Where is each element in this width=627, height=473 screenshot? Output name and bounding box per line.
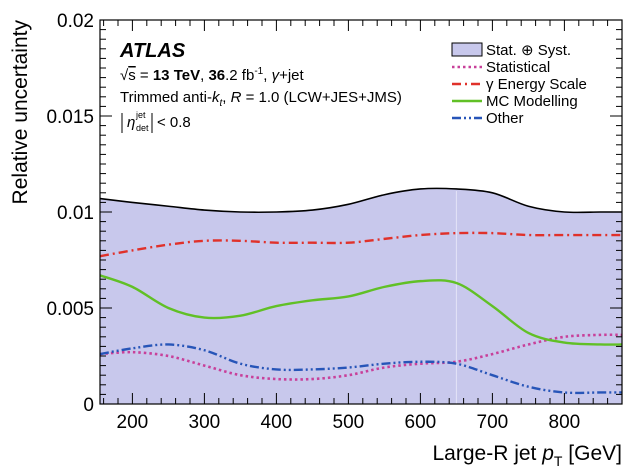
energy-label: √s = 13 TeV, 36.2 fb-1, γ+jet <box>120 66 304 84</box>
series-energy-scale-line <box>100 231 622 258</box>
x-axis-title: Large-R jet pT [GeV] <box>433 442 623 469</box>
atlas-label: ATLAS <box>119 40 186 62</box>
legend-label-mc-modelling: MC Modelling <box>486 93 578 110</box>
annotation-block: ATLAS √s = 13 TeV, 36.2 fb-1, γ+jet Trim… <box>119 40 402 133</box>
y-tick-label: 0 <box>83 395 94 416</box>
x-axis-title-text: Large-R jet pT [GeV] <box>433 442 623 469</box>
legend-swatch-stat-syst <box>451 42 483 57</box>
x-tick-label: 500 <box>333 412 365 433</box>
svg-text:< 0.8: < 0.8 <box>157 114 191 131</box>
eta-cut-label: η jet det < 0.8 <box>121 110 191 133</box>
series-other-line <box>100 343 622 395</box>
svg-text:jet: jet <box>135 110 146 120</box>
legend-label-other: Other <box>486 110 524 127</box>
band-layer <box>100 187 622 404</box>
x-tick-label: 300 <box>189 412 221 433</box>
y-tick-label: 0.02 <box>57 11 94 32</box>
series-stat-syst-fill <box>100 188 622 404</box>
series-layer <box>100 231 622 395</box>
y-axis-title: Relative uncertainty <box>9 20 32 205</box>
y-tick-label: 0.015 <box>46 107 94 128</box>
y-tick-label: 0.005 <box>46 299 94 320</box>
legend-label-statistical: Statistical <box>486 59 550 76</box>
x-tick-label: 200 <box>117 412 149 433</box>
svg-text:det: det <box>136 123 149 133</box>
svg-text:η: η <box>127 114 135 131</box>
algorithm-label: Trimmed anti-kt, R = 1.0 (LCW+JES+JMS) <box>120 89 402 109</box>
y-tick-label: 0.01 <box>57 203 94 224</box>
x-tick-label: 800 <box>549 412 581 433</box>
series-stat-syst-edge <box>100 187 622 214</box>
x-tick-label: 400 <box>261 412 293 433</box>
x-tick-label: 600 <box>405 412 437 433</box>
x-tick-label: 700 <box>477 412 509 433</box>
legend-label-energy-scale: γ Energy Scale <box>486 76 587 93</box>
axis-layer: 200 300 400 500 600 700 800 0 0.005 0.01 0.015 0.02 <box>46 11 623 433</box>
legend-label-stat-syst: Stat. ⊕ Syst. <box>486 42 571 59</box>
series-mc-modelling-line <box>100 274 622 346</box>
